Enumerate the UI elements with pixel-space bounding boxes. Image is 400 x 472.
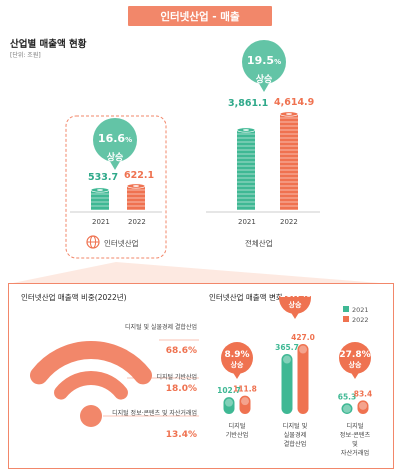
growth-value-3: 27.8%: [339, 350, 370, 360]
share-item-1: 디지털 및 실물경제 결합산업 68.6%: [99, 324, 197, 364]
bar-2022-3: [357, 400, 369, 414]
category-label-2: 결합산업: [284, 440, 307, 448]
share-label-1: 디지털 및 실물경제 결합산업: [125, 324, 197, 332]
growth-label-2: 상승: [289, 300, 302, 309]
detail-panel: 인터넷산업 매출액 비중(2022년) 인터넷산업 매출액 변화 2021 20…: [8, 283, 394, 469]
growth-internet: 16.6% 상승: [97, 128, 133, 165]
share-label-1-text: 디지털 및 실물경제 결합산업: [125, 324, 197, 331]
coin-stacks-total: [236, 111, 299, 211]
category-label-3: 및: [352, 441, 358, 448]
growth-internet-value: 16.6: [97, 132, 126, 145]
share-pct-1: 68.6%: [165, 346, 197, 356]
share-arc-2: [54, 371, 128, 400]
bar-value-2022-2: 427.0: [291, 333, 315, 342]
growth-label-3: 상승: [349, 360, 362, 369]
year-internet-2022: 2022: [128, 218, 146, 226]
value-internet-2022: 622.1: [124, 170, 155, 181]
legend-swatch-2021: [343, 306, 349, 312]
bar-2022-2: [297, 344, 309, 414]
growth-bubble-total: [242, 40, 286, 92]
category-label-3: 디지털: [346, 422, 363, 430]
category-label-3: 자산거래업: [341, 449, 369, 457]
growth-bubble-3: [339, 342, 371, 379]
category-label-1: 디지털: [228, 422, 245, 430]
growth-internet-unit: %: [125, 136, 133, 144]
section-title: 산업별 매출액 현황: [10, 39, 87, 50]
bar-value-2021-2: 365.7: [275, 343, 299, 352]
page-title: 인터넷산업 - 매출: [128, 6, 272, 26]
share-arc-1: [29, 341, 153, 385]
share-pct-2: 18.0%: [165, 384, 197, 394]
legend-2021: 2021: [343, 306, 369, 314]
value-internet-2021: 533.7: [88, 172, 119, 183]
coin-stack-internet-2022: [126, 183, 146, 211]
growth-value-2: 16.7%: [279, 296, 310, 300]
share-title: 인터넷산업 매출액 비중(2022년): [21, 293, 127, 302]
growth-bubble-2: [279, 296, 311, 319]
value-total-2021: 3,861.1: [228, 98, 269, 109]
share-dot-3: [80, 405, 102, 427]
growth-label-1: 상승: [231, 360, 244, 369]
bar-value-2022-1: 111.8: [233, 385, 257, 394]
growth-total-unit: %: [274, 58, 282, 66]
share-item-2: 디지털 기반산업 18.0%: [99, 374, 197, 404]
bar-value-2021-3: 65.3: [338, 392, 357, 401]
growth-total: 19.5% 상승: [246, 50, 282, 87]
internet-frame: [65, 115, 167, 259]
growth-internet-label: 상승: [106, 153, 124, 164]
coin-stack-total-2022: [279, 111, 299, 211]
share-item-3: 디지털 정보·콘텐츠 및 자산거래업 13.4%: [99, 410, 197, 454]
legend-swatch-2022: [343, 316, 349, 322]
share-label-3: 디지털 정보·콘텐츠 및 자산거래업: [112, 410, 197, 417]
share-label-2: 디지털 기반산업: [156, 374, 197, 381]
unit-label: [단위: 조원]: [10, 52, 41, 59]
growth-bubble-internet: [93, 118, 137, 170]
legend-2022: 2022: [343, 316, 369, 324]
value-total-2022: 4,614.9: [274, 97, 315, 108]
category-label-3: 정보·콘텐츠: [340, 431, 371, 439]
legend-label-2021: 2021: [352, 306, 369, 314]
year-total-2021: 2021: [238, 218, 256, 226]
change-chart: 102.7111.88.9%상승디지털기반산업365.7427.016.7%상승…: [217, 296, 373, 457]
growth-bubble-1: [221, 342, 253, 379]
share-arcs: [29, 339, 199, 427]
growth-total-value: 19.5: [246, 54, 275, 67]
bar-2022-1: [239, 395, 251, 414]
coin-stacks-internet: [90, 183, 146, 211]
bar-2021-2: [281, 354, 293, 414]
growth-total-label: 상승: [255, 75, 273, 86]
year-total-2022: 2022: [280, 218, 298, 226]
growth-value-1: 8.9%: [225, 350, 250, 360]
bar-2021-1: [223, 397, 235, 414]
label-internet-industry: 인터넷산업: [104, 239, 139, 248]
year-internet-2021: 2021: [92, 218, 110, 226]
legend-label-2022: 2022: [352, 316, 369, 324]
bar-value-2022-3: 83.4: [354, 389, 373, 398]
share-pct-3: 13.4%: [165, 430, 197, 440]
category-label-2: 실물경제: [284, 431, 307, 439]
bar-value-2021-1: 102.7: [217, 386, 241, 395]
spotlight: [12, 262, 380, 283]
coin-stack-total-2021: [236, 127, 256, 211]
globe-icon: [86, 235, 100, 249]
label-total-industry: 전체산업: [245, 239, 273, 248]
top-chart: [12, 40, 380, 283]
category-label-2: 디지털 및: [283, 422, 308, 430]
bar-2021-3: [341, 403, 353, 414]
change-title: 인터넷산업 매출액 변화: [209, 293, 283, 302]
coin-stack-internet-2021: [90, 187, 110, 211]
category-label-1: 기반산업: [226, 431, 249, 439]
